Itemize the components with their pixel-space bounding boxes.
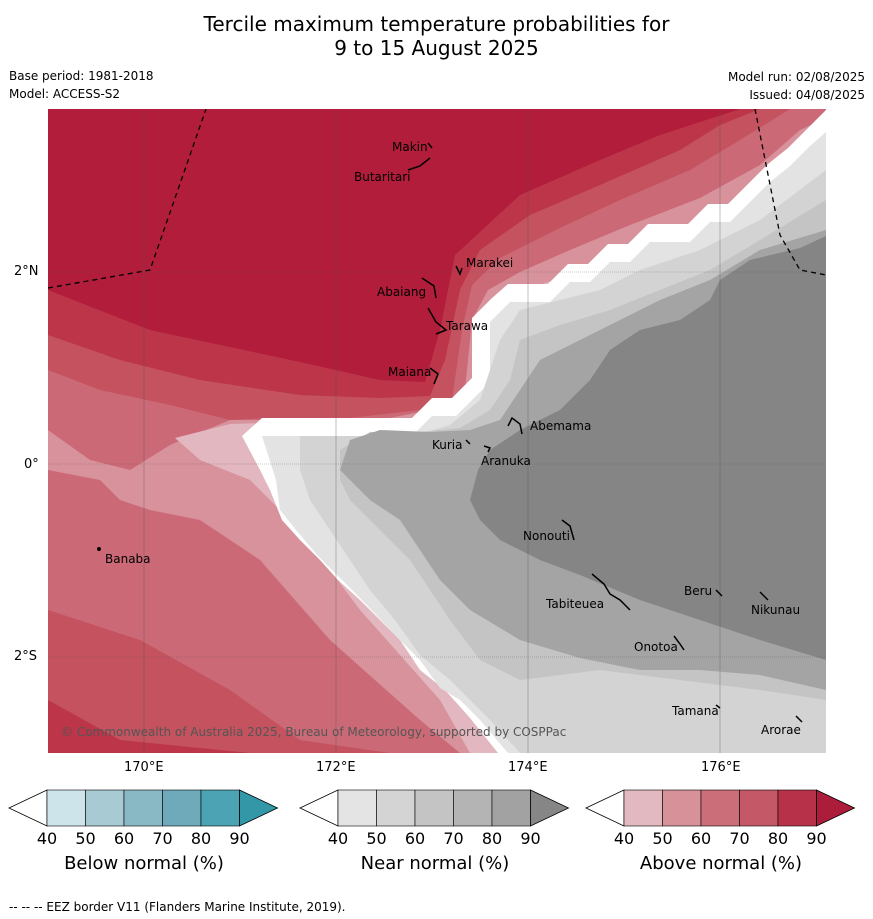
colorbar-near-segment xyxy=(376,789,416,827)
probability-map: Makin Butaritari Marakei Abaiang Tarawa … xyxy=(48,109,826,753)
colorbar-above-tick: 40 xyxy=(613,829,635,848)
colorbar-above-tick: 60 xyxy=(690,829,712,848)
colorbar-above-tick: 50 xyxy=(652,829,673,848)
colorbar-below-segment xyxy=(123,789,163,827)
colorbar-below-tick: 90 xyxy=(229,829,250,848)
colorbar-above-tick: 90 xyxy=(806,829,827,848)
place-label: Marakei xyxy=(466,256,513,270)
colorbar-above-segment xyxy=(739,789,779,827)
colorbar-near-tick: 60 xyxy=(404,829,426,848)
map-title: Tercile maximum temperature probabilitie… xyxy=(0,12,873,60)
colorbar-above-segment xyxy=(777,789,817,827)
place-label: Abemama xyxy=(530,419,591,433)
colorbar-below-segment xyxy=(85,789,125,827)
colorbar-below-label: Below normal (%) xyxy=(64,853,224,874)
title-line-1: Tercile maximum temperature probabilitie… xyxy=(203,12,670,36)
colorbar-near-low-arrow xyxy=(299,789,339,827)
place-label: Maiana xyxy=(388,365,431,379)
issued-date: Issued: 04/08/2025 xyxy=(749,88,865,102)
colorbar-near-tick: 80 xyxy=(481,829,503,848)
place-label: Nonouti xyxy=(523,529,570,543)
eez-footer: -- -- -- EEZ border V11 (Flanders Marine… xyxy=(9,900,346,914)
lat-label: 2°N xyxy=(14,264,39,279)
colorbar-above-high-arrow xyxy=(816,789,856,827)
colorbar-above-segment xyxy=(700,789,740,827)
lon-label: 170°E xyxy=(124,760,164,775)
model-name: Model: ACCESS-S2 xyxy=(9,87,121,101)
colorbar-near-tick: 50 xyxy=(366,829,387,848)
colorbar-above-tick: 70 xyxy=(729,829,750,848)
colorbar-below-high-arrow xyxy=(239,789,279,827)
lat-label: 0° xyxy=(24,457,39,472)
place-label: Aranuka xyxy=(481,454,531,468)
colorbar-above-segment xyxy=(662,789,702,827)
place-label: Butaritari xyxy=(354,170,411,184)
colorbar-above-low-arrow xyxy=(585,789,625,827)
copyright: © Commonwealth of Australia 2025, Bureau… xyxy=(61,725,566,739)
place-label: Makin xyxy=(392,140,428,154)
region-near-80 xyxy=(470,236,826,660)
colorbar-near-high-arrow xyxy=(530,789,570,827)
colorbar-above-label: Above normal (%) xyxy=(639,853,803,874)
place-labels: Makin Butaritari Marakei Abaiang Tarawa … xyxy=(105,140,801,737)
colorbar-near-segment xyxy=(414,789,454,827)
colorbar-below-tick: 80 xyxy=(190,829,212,848)
colorbar-near-segment xyxy=(453,789,493,827)
place-label: Onotoa xyxy=(634,640,678,654)
model-run: Model run: 02/08/2025 xyxy=(727,70,865,84)
colorbar-below-low-arrow xyxy=(8,789,48,827)
eez-border xyxy=(48,109,826,289)
place-label: Beru xyxy=(684,584,712,598)
place-label: Kuria xyxy=(432,438,463,452)
colorbar-above-segment xyxy=(623,789,663,827)
colorbar-near-tick: 40 xyxy=(327,829,349,848)
colorbar-above-tick: 80 xyxy=(767,829,789,848)
colorbars xyxy=(8,789,856,827)
place-label: Nikunau xyxy=(751,603,800,617)
colorbar-near-segment xyxy=(337,789,377,827)
colorbar-below-segment xyxy=(200,789,240,827)
colorbar-near-tick: 70 xyxy=(443,829,464,848)
place-label: Abaiang xyxy=(377,285,426,299)
title-line-2: 9 to 15 August 2025 xyxy=(334,36,539,60)
colorbar-below-tick: 50 xyxy=(75,829,96,848)
place-label: Banaba xyxy=(105,552,151,566)
colorbar-near-label: Near normal (%) xyxy=(360,853,510,874)
graticule xyxy=(48,109,826,753)
colorbar-near-segment xyxy=(491,789,531,827)
colorbar-below-segment xyxy=(162,789,202,827)
base-period: Base period: 1981-2018 xyxy=(9,69,154,83)
colorbar-near-tick: 90 xyxy=(520,829,541,848)
place-label: Tabiteuea xyxy=(545,597,604,611)
colorbar-below-tick: 60 xyxy=(113,829,135,848)
island-shapes xyxy=(97,142,803,723)
lon-label: 174°E xyxy=(508,760,548,775)
lat-label: 2°S xyxy=(14,649,38,664)
place-label: Tarawa xyxy=(445,319,488,333)
place-label: Arorae xyxy=(761,723,801,737)
lon-label: 172°E xyxy=(316,760,356,775)
colorbar-below-tick: 70 xyxy=(152,829,173,848)
place-label: Tamana xyxy=(671,704,719,718)
colorbar-below-tick: 40 xyxy=(36,829,58,848)
colorbar-below-segment xyxy=(46,789,86,827)
lon-label: 176°E xyxy=(701,760,741,775)
